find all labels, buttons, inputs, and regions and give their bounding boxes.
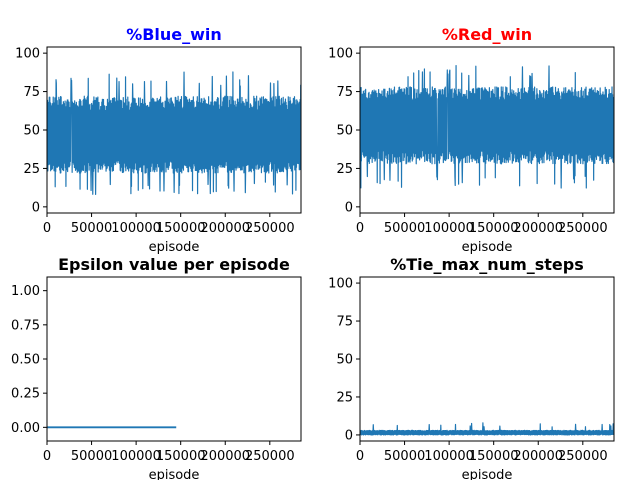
x-tick-label: 250000 (245, 449, 295, 464)
chart-title: %Red_win (442, 25, 532, 44)
x-tick-label: 100000 (424, 449, 474, 464)
y-tick-label: 25 (23, 162, 40, 177)
x-tick-label: 150000 (469, 221, 519, 236)
y-tick-label: 100 (328, 277, 353, 292)
x-tick-label: 0 (356, 221, 364, 236)
y-tick-label: 25 (336, 162, 353, 177)
x-tick-label: 250000 (245, 221, 295, 236)
chart-title: %Tie_max_num_steps (390, 255, 584, 274)
chart-title: Epsilon value per episode (58, 255, 290, 274)
y-tick-label: 50 (336, 353, 353, 368)
y-tick-label: 0.75 (11, 318, 40, 333)
y-tick-label: 0 (345, 428, 353, 443)
x-axis-label: episode (462, 468, 513, 480)
x-axis-label: episode (149, 468, 200, 480)
y-tick-label: 25 (336, 390, 353, 405)
x-tick-label: 50000 (71, 221, 112, 236)
x-tick-label: 100000 (111, 221, 161, 236)
x-tick-label: 0 (356, 449, 364, 464)
y-tick-label: 75 (336, 85, 353, 100)
series-0 (360, 65, 614, 189)
x-tick-label: 200000 (200, 221, 250, 236)
x-tick-label: 150000 (469, 449, 519, 464)
x-axis-label: episode (462, 240, 513, 255)
series-0 (47, 71, 301, 196)
x-tick-label: 50000 (384, 221, 425, 236)
y-tick-label: 0.00 (11, 421, 40, 436)
y-tick-label: 0.50 (11, 353, 40, 368)
x-tick-label: 250000 (558, 449, 608, 464)
series-0 (360, 422, 614, 436)
y-tick-label: 100 (328, 47, 353, 62)
x-tick-label: 50000 (71, 449, 112, 464)
x-tick-label: 0 (43, 221, 51, 236)
x-tick-label: 50000 (384, 449, 425, 464)
x-tick-label: 250000 (558, 221, 608, 236)
series-line-0 (360, 65, 614, 189)
chart-title: %Blue_win (126, 25, 222, 44)
x-tick-label: 100000 (111, 449, 161, 464)
y-tick-label: 0.25 (11, 387, 40, 402)
y-tick-label: 1.00 (11, 284, 40, 299)
x-tick-label: 100000 (424, 221, 474, 236)
y-tick-label: 75 (23, 85, 40, 100)
y-tick-label: 75 (336, 315, 353, 330)
series-line-0 (47, 71, 301, 196)
y-tick-label: 50 (23, 124, 40, 139)
y-tick-label: 50 (336, 124, 353, 139)
x-tick-label: 150000 (156, 221, 206, 236)
x-tick-label: 150000 (156, 449, 206, 464)
y-tick-label: 0 (32, 200, 40, 215)
x-tick-label: 200000 (200, 449, 250, 464)
series-line-0 (360, 422, 614, 436)
x-tick-label: 0 (43, 449, 51, 464)
x-tick-label: 200000 (513, 449, 563, 464)
x-tick-label: 200000 (513, 221, 563, 236)
y-tick-label: 0 (345, 200, 353, 215)
y-tick-label: 100 (15, 47, 40, 62)
x-axis-label: episode (149, 240, 200, 255)
